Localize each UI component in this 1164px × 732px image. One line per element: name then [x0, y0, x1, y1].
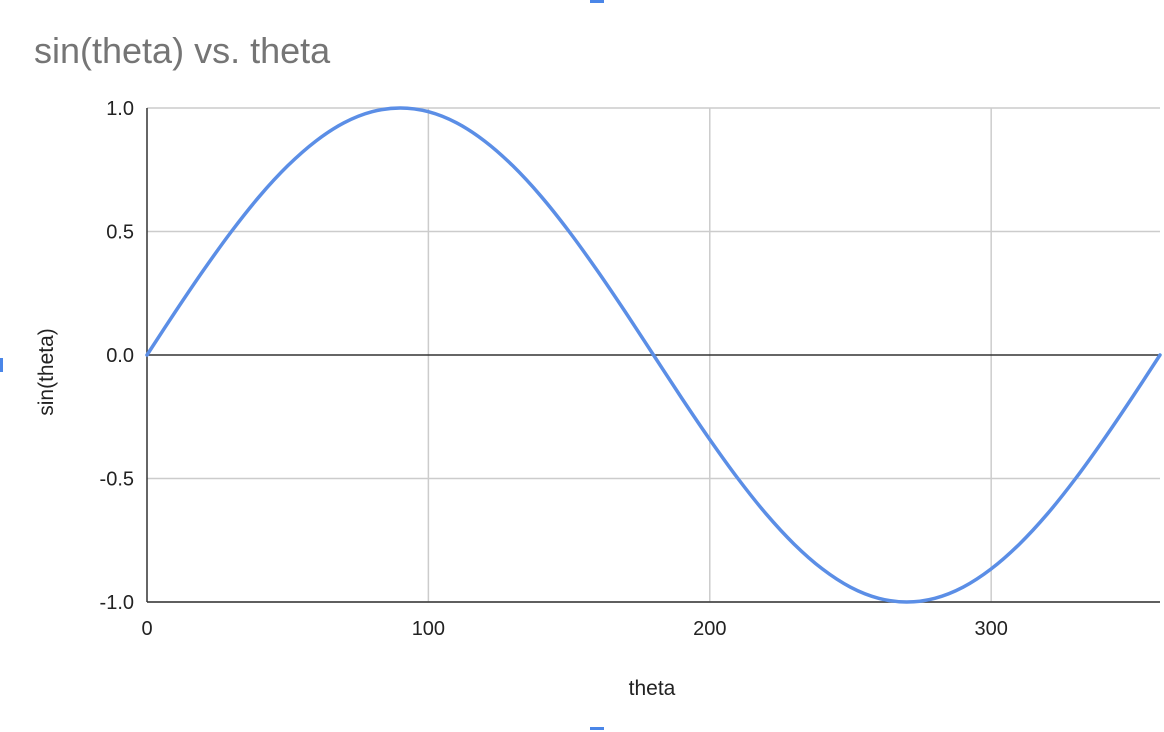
selection-handle-left[interactable]: [0, 358, 3, 372]
y-axis-title: sin(theta): [35, 328, 58, 416]
selection-handle-bottom[interactable]: [590, 727, 604, 730]
x-tick-label: 0: [141, 618, 152, 640]
y-tick-label: 1.0: [106, 98, 134, 120]
y-tick-label: -0.5: [100, 469, 134, 491]
x-tick-label: 100: [412, 618, 445, 640]
x-axis-title: theta: [629, 677, 676, 700]
y-tick-label: -1.0: [100, 592, 134, 614]
series-layer: [145, 106, 1162, 604]
label-layer: 1.0 0.5 0.0 -0.5 -1.0 0 100 200 300: [100, 98, 1008, 640]
y-tick-label: 0.0: [106, 345, 134, 367]
series-line-0: [145, 106, 1162, 604]
selection-handle-top[interactable]: [590, 0, 604, 3]
chart-title: sin(theta) vs. theta: [34, 30, 331, 71]
x-tick-label: 200: [693, 618, 726, 640]
y-tick-label: 0.5: [106, 222, 134, 244]
x-tick-label: 300: [974, 618, 1007, 640]
